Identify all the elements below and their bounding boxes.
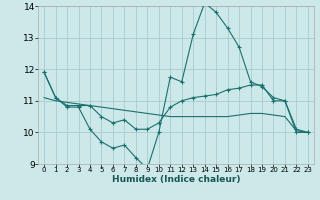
X-axis label: Humidex (Indice chaleur): Humidex (Indice chaleur) bbox=[112, 175, 240, 184]
